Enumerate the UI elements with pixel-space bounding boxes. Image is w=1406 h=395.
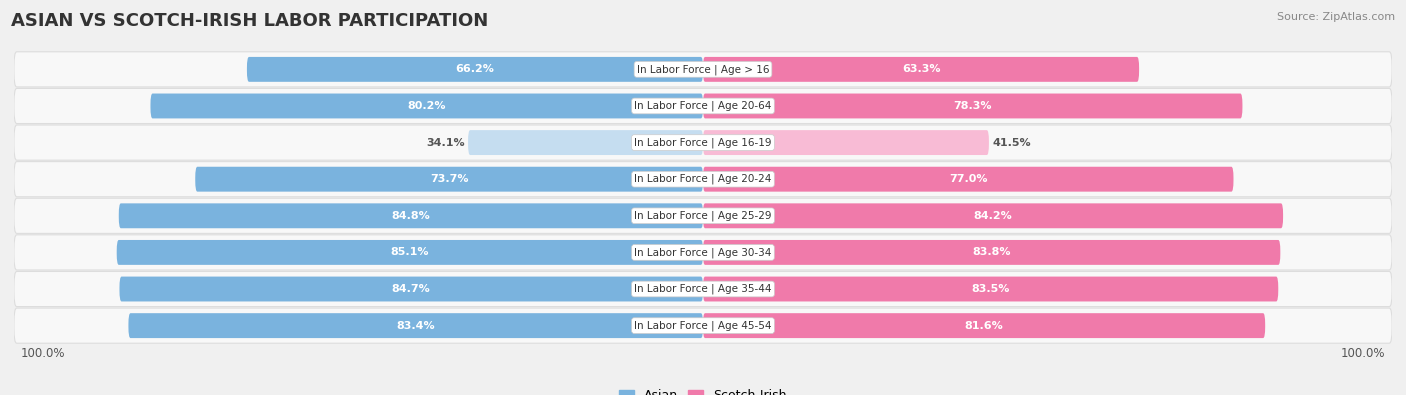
- FancyBboxPatch shape: [118, 203, 703, 228]
- Legend: Asian, Scotch-Irish: Asian, Scotch-Irish: [614, 384, 792, 395]
- Text: In Labor Force | Age 35-44: In Labor Force | Age 35-44: [634, 284, 772, 294]
- FancyBboxPatch shape: [703, 203, 1284, 228]
- FancyBboxPatch shape: [117, 240, 703, 265]
- Text: 78.3%: 78.3%: [953, 101, 993, 111]
- FancyBboxPatch shape: [120, 276, 703, 301]
- FancyBboxPatch shape: [128, 313, 703, 338]
- Text: In Labor Force | Age 45-54: In Labor Force | Age 45-54: [634, 320, 772, 331]
- FancyBboxPatch shape: [150, 94, 703, 118]
- Text: 34.1%: 34.1%: [426, 137, 464, 148]
- Text: 84.7%: 84.7%: [392, 284, 430, 294]
- Text: 83.5%: 83.5%: [972, 284, 1010, 294]
- FancyBboxPatch shape: [14, 162, 1392, 197]
- Text: 66.2%: 66.2%: [456, 64, 495, 74]
- FancyBboxPatch shape: [703, 94, 1243, 118]
- FancyBboxPatch shape: [703, 167, 1233, 192]
- FancyBboxPatch shape: [14, 198, 1392, 233]
- Text: 85.1%: 85.1%: [391, 247, 429, 258]
- FancyBboxPatch shape: [14, 125, 1392, 160]
- Text: 73.7%: 73.7%: [430, 174, 468, 184]
- FancyBboxPatch shape: [14, 52, 1392, 87]
- FancyBboxPatch shape: [703, 276, 1278, 301]
- Text: 84.8%: 84.8%: [391, 211, 430, 221]
- Text: Source: ZipAtlas.com: Source: ZipAtlas.com: [1277, 12, 1395, 22]
- Text: In Labor Force | Age 16-19: In Labor Force | Age 16-19: [634, 137, 772, 148]
- Text: 41.5%: 41.5%: [993, 137, 1031, 148]
- Text: 77.0%: 77.0%: [949, 174, 987, 184]
- Text: 83.8%: 83.8%: [973, 247, 1011, 258]
- Text: In Labor Force | Age 25-29: In Labor Force | Age 25-29: [634, 211, 772, 221]
- Text: 63.3%: 63.3%: [901, 64, 941, 74]
- FancyBboxPatch shape: [14, 88, 1392, 124]
- FancyBboxPatch shape: [247, 57, 703, 82]
- Text: ASIAN VS SCOTCH-IRISH LABOR PARTICIPATION: ASIAN VS SCOTCH-IRISH LABOR PARTICIPATIO…: [11, 12, 488, 30]
- Text: In Labor Force | Age 30-34: In Labor Force | Age 30-34: [634, 247, 772, 258]
- Text: In Labor Force | Age 20-64: In Labor Force | Age 20-64: [634, 101, 772, 111]
- Text: 100.0%: 100.0%: [21, 347, 66, 360]
- FancyBboxPatch shape: [14, 271, 1392, 307]
- FancyBboxPatch shape: [703, 57, 1139, 82]
- FancyBboxPatch shape: [703, 313, 1265, 338]
- Text: 84.2%: 84.2%: [974, 211, 1012, 221]
- Text: 83.4%: 83.4%: [396, 321, 434, 331]
- FancyBboxPatch shape: [14, 235, 1392, 270]
- Text: 81.6%: 81.6%: [965, 321, 1004, 331]
- FancyBboxPatch shape: [195, 167, 703, 192]
- Text: 80.2%: 80.2%: [408, 101, 446, 111]
- FancyBboxPatch shape: [703, 130, 988, 155]
- FancyBboxPatch shape: [703, 240, 1281, 265]
- FancyBboxPatch shape: [468, 130, 703, 155]
- Text: In Labor Force | Age > 16: In Labor Force | Age > 16: [637, 64, 769, 75]
- FancyBboxPatch shape: [14, 308, 1392, 343]
- Text: In Labor Force | Age 20-24: In Labor Force | Age 20-24: [634, 174, 772, 184]
- Text: 100.0%: 100.0%: [1340, 347, 1385, 360]
